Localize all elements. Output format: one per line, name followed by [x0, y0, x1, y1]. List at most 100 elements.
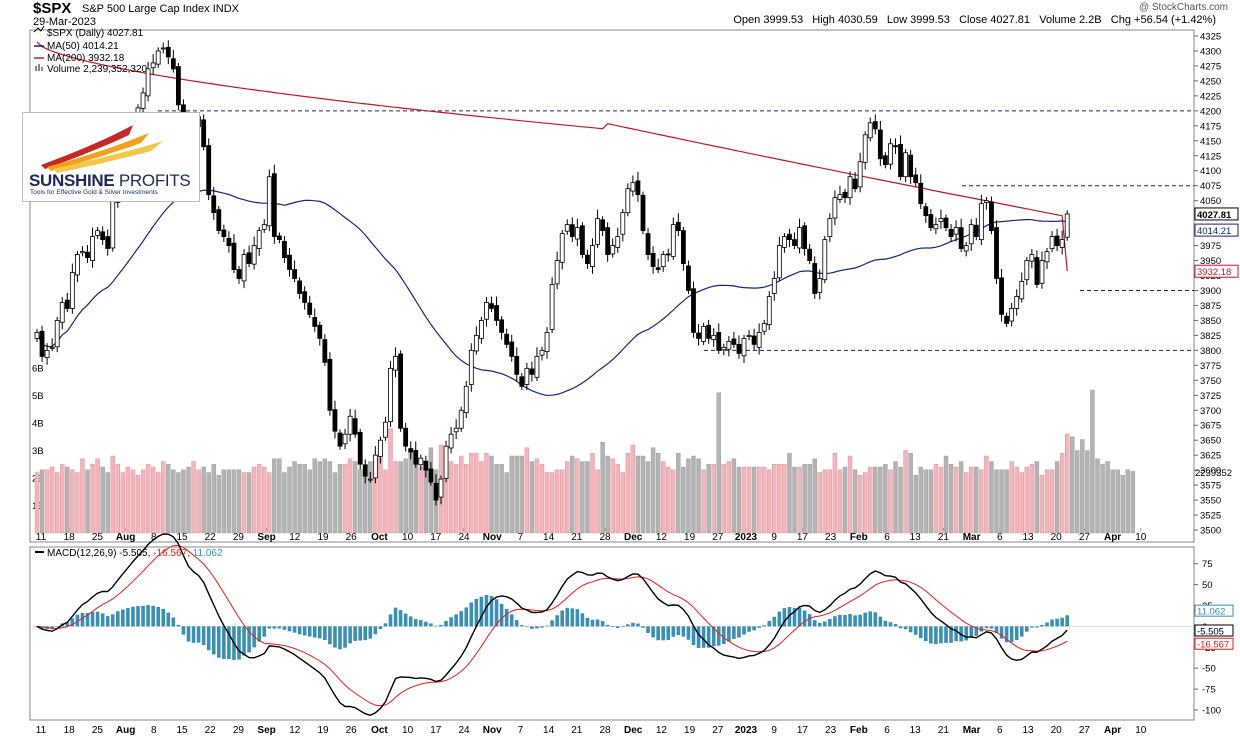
volume-bar: [34, 472, 40, 534]
candle-down: [236, 269, 242, 279]
candle-up: [54, 320, 60, 348]
candle-down: [100, 231, 106, 240]
price-x-tick-label: 23: [825, 532, 837, 543]
macd-histogram-bar: [358, 626, 362, 641]
volume-bar: [903, 450, 908, 534]
volume-bar: [100, 466, 105, 534]
candle-down: [423, 460, 429, 471]
candle-down: [216, 209, 222, 232]
macd-histogram-bar: [156, 606, 160, 627]
candle-down: [206, 145, 212, 196]
candle-up: [726, 340, 732, 350]
macd-histogram-bar: [1035, 626, 1039, 628]
volume-bar: [418, 466, 423, 534]
candle-up: [463, 385, 469, 414]
macd-histogram-bar: [424, 621, 428, 627]
macd-histogram-bar: [499, 603, 504, 627]
volume-bar: [161, 461, 166, 534]
volume-bar: [1125, 469, 1131, 534]
candle-up: [978, 203, 984, 240]
volume-bar: [383, 469, 388, 534]
candle-up: [468, 349, 474, 385]
volume-bar: [44, 469, 50, 534]
candle-down: [675, 221, 681, 232]
volume-bar: [352, 461, 358, 534]
macd-histogram-bar: [1045, 622, 1049, 627]
macd-histogram-bar: [722, 626, 726, 644]
macd-histogram-bar: [974, 626, 979, 636]
volume-bar: [943, 455, 949, 534]
volume-bar: [529, 461, 535, 534]
volume-bar: [140, 469, 146, 534]
macd-line: [36, 533, 1068, 717]
macd-legend-signal: -16.567,: [153, 548, 192, 559]
macd-histogram-bar: [994, 626, 999, 634]
volume-bar: [60, 464, 65, 534]
candle-down: [1004, 315, 1009, 324]
candle-up: [155, 50, 161, 65]
volume-bar: [989, 461, 994, 534]
logo-name-light: PROFITS: [118, 171, 191, 190]
macd-histogram-bar: [141, 605, 145, 627]
volume-label: Volume: [1039, 14, 1076, 26]
macd-histogram-bar: [222, 626, 226, 659]
macd-histogram-bar: [676, 626, 681, 635]
volume-bar: [681, 466, 686, 534]
macd-histogram-bar: [984, 626, 989, 629]
macd-legend-value: -5.505,: [119, 548, 153, 559]
volume-bar: [257, 464, 262, 534]
price-tick-label: 3800: [1200, 346, 1221, 357]
volume-bar: [49, 466, 55, 534]
macd-histogram-bar: [696, 626, 701, 648]
volume-bar: [964, 472, 969, 534]
price-tick-label: 3725: [1200, 391, 1221, 402]
candle-up: [1014, 296, 1020, 309]
macd-histogram-bar: [812, 620, 817, 627]
macd-histogram-bar: [323, 626, 327, 641]
volume-bar: [792, 466, 797, 534]
macd-histogram-bar: [383, 623, 388, 627]
volume-legend-icon: [41, 67, 43, 71]
volume-bar: [605, 455, 610, 534]
volume-bar: [459, 455, 464, 534]
candle-up: [75, 254, 80, 276]
price-x-tick-label: 27: [1079, 532, 1091, 543]
candle-up: [383, 421, 388, 438]
volume-bar: [600, 442, 605, 534]
volume-bar: [125, 466, 131, 534]
macd-histogram-bar: [550, 620, 554, 627]
macd-histogram-bar: [540, 626, 544, 628]
volume-bar: [135, 475, 141, 534]
macd-histogram-bar: [737, 626, 741, 638]
macd-histogram-bar: [201, 626, 206, 645]
macd-histogram-bar: [913, 626, 918, 635]
volume-bar: [994, 469, 999, 534]
macd-histogram-bar: [944, 626, 948, 643]
macd-x-tick-label: 28: [599, 725, 611, 736]
macd-histogram-bar: [75, 614, 80, 627]
price-tick-label: 3900: [1200, 286, 1221, 297]
macd-histogram-bar: [176, 624, 181, 627]
candle-up: [797, 227, 802, 249]
macd-histogram-bar: [100, 613, 105, 627]
candle-down: [696, 332, 701, 339]
macd-histogram-bar: [545, 625, 549, 627]
candle-down: [362, 464, 368, 477]
macd-tick-label: -75: [1202, 685, 1216, 696]
candle-up: [261, 224, 267, 230]
volume-bar: [1100, 464, 1105, 534]
volume-bar: [852, 469, 858, 534]
macd-histogram-bar: [136, 606, 140, 627]
ma50-legend-label: MA(50) 4014.21: [47, 41, 119, 52]
volume-bar: [1004, 469, 1009, 534]
candle-down: [312, 317, 318, 327]
candle-down: [893, 145, 898, 148]
macd-value-tag: -5.505: [1197, 626, 1224, 637]
candle-up: [756, 332, 762, 348]
macd-x-tick-label: Nov: [483, 725, 502, 736]
macd-histogram-bar: [90, 612, 95, 627]
macd-histogram-bar: [555, 615, 559, 627]
candle-down: [600, 219, 605, 232]
macd-x-tick-label: Dec: [624, 725, 643, 736]
macd-histogram-bar: [434, 625, 438, 627]
